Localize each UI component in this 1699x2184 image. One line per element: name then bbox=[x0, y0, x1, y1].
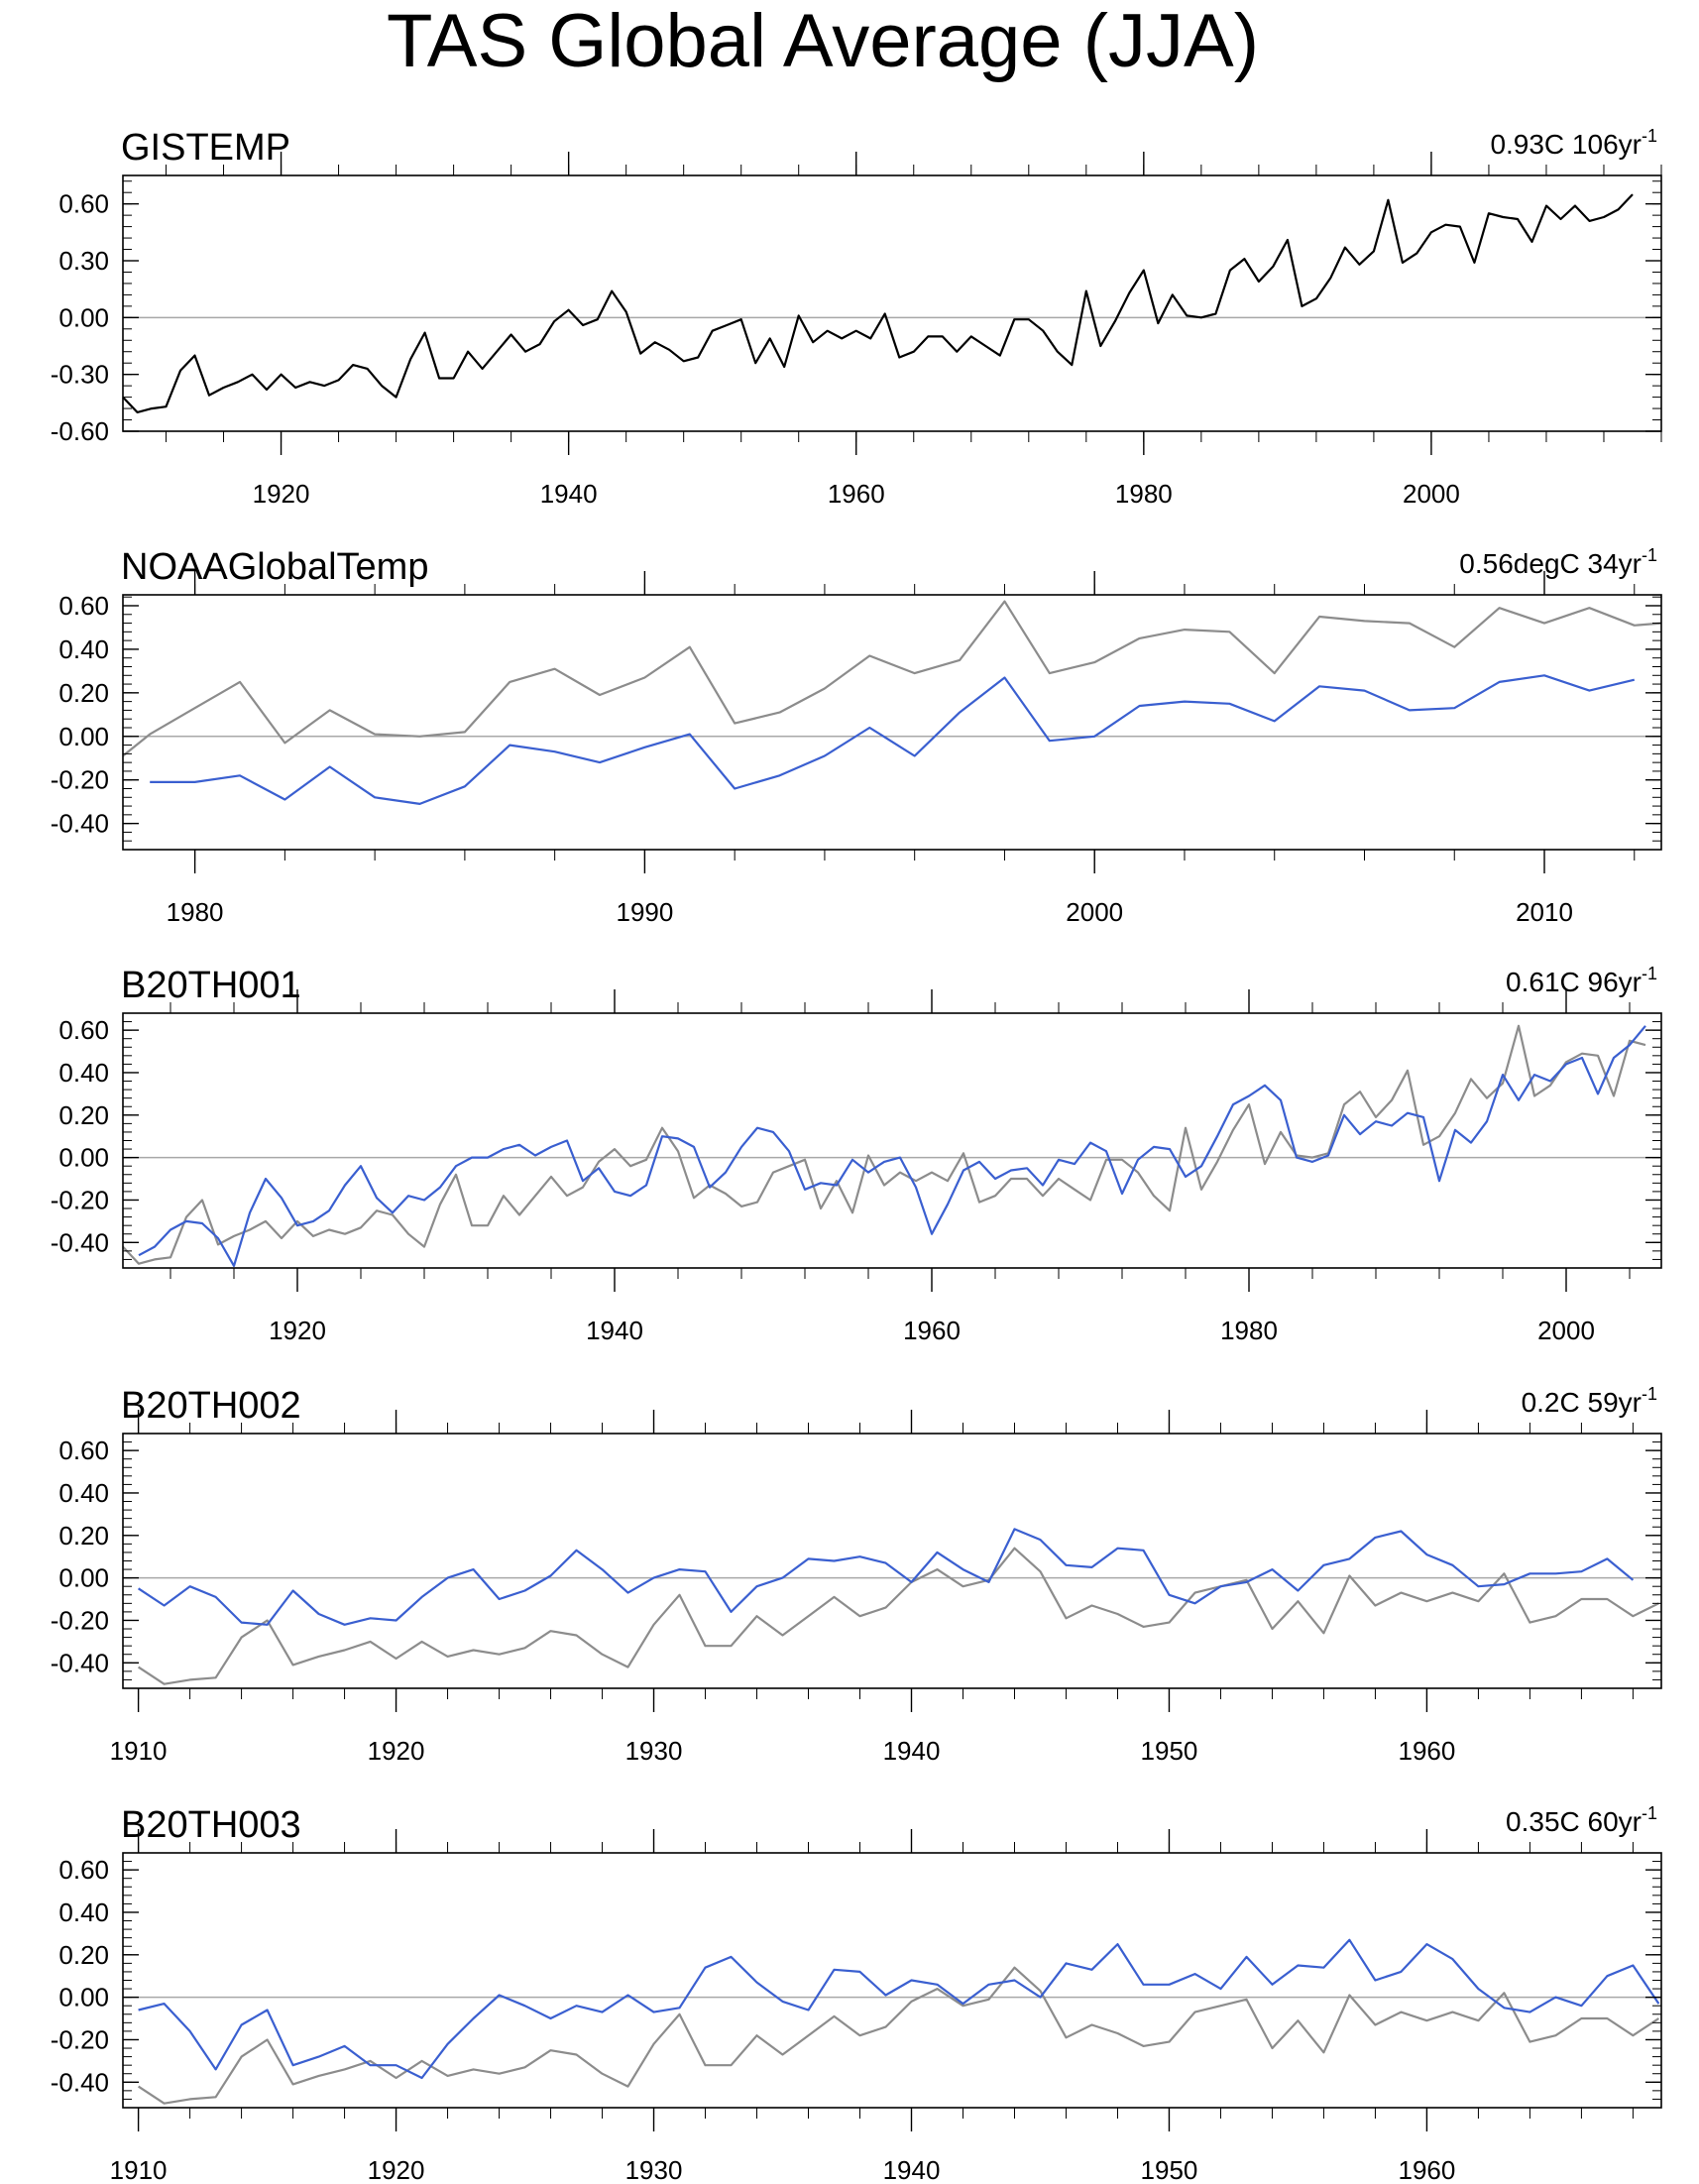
y-tick-label: -0.20 bbox=[51, 1185, 109, 1214]
x-tick-label: 1920 bbox=[269, 1316, 326, 1345]
x-tick-label: 1960 bbox=[1399, 2155, 1456, 2184]
y-tick-label: 0.00 bbox=[58, 722, 109, 751]
x-tick-label: 1950 bbox=[1141, 1736, 1198, 1766]
trend-exponent: -1 bbox=[1642, 545, 1657, 565]
y-tick-label: -0.20 bbox=[51, 1605, 109, 1635]
series-line-reference bbox=[122, 1024, 1646, 1265]
x-tick-label: 1960 bbox=[903, 1316, 961, 1345]
series-line-reference bbox=[122, 600, 1662, 757]
x-tick-label: 1920 bbox=[368, 2155, 425, 2184]
y-tick-label: -0.20 bbox=[51, 2024, 109, 2054]
x-tick-label: 1960 bbox=[828, 479, 885, 509]
x-tick-label: 2010 bbox=[1516, 897, 1573, 927]
x-tick-label: 1980 bbox=[167, 897, 224, 927]
y-tick-label: -0.40 bbox=[51, 1227, 109, 1257]
trend-value: 0.61C 96yr bbox=[1506, 967, 1642, 997]
x-tick-label: 1980 bbox=[1115, 479, 1173, 509]
y-tick-label: 0.60 bbox=[58, 591, 109, 621]
trend-value: 0.56degC 34yr bbox=[1459, 548, 1642, 579]
y-tick-label: 0.60 bbox=[58, 1015, 109, 1045]
x-tick-label: 1930 bbox=[625, 2155, 683, 2184]
x-tick-label: 1910 bbox=[110, 2155, 168, 2184]
y-tick-label: 0.30 bbox=[58, 246, 109, 276]
trend-value: 0.35C 60yr bbox=[1506, 1806, 1642, 1837]
panel-b20th002: B20TH002 0.2C 59yr-1 -0.40 -0.20 0.00 0.20 0.4… bbox=[51, 1384, 1662, 1766]
figure-title: TAS Global Average (JJA) bbox=[386, 0, 1259, 83]
y-tick-label: -0.30 bbox=[51, 360, 109, 390]
series-line-reference bbox=[137, 1966, 1660, 2105]
x-tick-label: 1920 bbox=[253, 479, 310, 509]
panel-b20th003: B20TH003 0.35C 60yr-1 -0.40 -0.20 0.00 0.20 0.… bbox=[51, 1803, 1662, 2184]
y-tick-label: 0.60 bbox=[58, 1436, 109, 1465]
y-tick-label: 0.20 bbox=[58, 1940, 109, 1970]
y-tick-label: -0.60 bbox=[51, 416, 109, 446]
y-tick-label: 0.00 bbox=[58, 302, 109, 332]
y-tick-label: 0.40 bbox=[58, 1897, 109, 1927]
series-line-reference bbox=[137, 1547, 1659, 1685]
y-tick-label: 0.40 bbox=[58, 634, 109, 664]
x-tick-label: 1960 bbox=[1399, 1736, 1456, 1766]
series-line-gistemp bbox=[122, 193, 1634, 413]
y-tick-label: 0.40 bbox=[58, 1478, 109, 1508]
plot-frame bbox=[122, 594, 1662, 851]
y-tick-label: -0.40 bbox=[51, 1648, 109, 1677]
x-tick-label: 1920 bbox=[368, 1736, 425, 1766]
series-line-noaaglobaltemp bbox=[150, 674, 1636, 806]
trend-exponent: -1 bbox=[1642, 964, 1657, 983]
y-tick-label: -0.40 bbox=[51, 809, 109, 839]
panel-b20th001: B20TH001 0.61C 96yr-1 -0.40 -0.20 0.00 0.20 0.… bbox=[51, 964, 1662, 1345]
panel-title: B20TH003 bbox=[121, 1804, 301, 1846]
trend-value: 0.2C 59yr bbox=[1522, 1387, 1642, 1418]
plot-frame bbox=[122, 174, 1662, 432]
trend-exponent: -1 bbox=[1642, 1803, 1657, 1823]
y-tick-label: 0.20 bbox=[58, 1100, 109, 1130]
x-tick-label: 1910 bbox=[110, 1736, 168, 1766]
series-line-b20th002 bbox=[137, 1528, 1635, 1626]
trend-label: 0.61C 96yr-1 bbox=[1506, 964, 1657, 997]
panel-title: B20TH001 bbox=[121, 965, 301, 1006]
y-tick-label: 0.20 bbox=[58, 1521, 109, 1551]
y-tick-label: 0.00 bbox=[58, 1143, 109, 1173]
x-tick-label: 2000 bbox=[1403, 479, 1460, 509]
panel-title: B20TH002 bbox=[121, 1385, 301, 1427]
x-tick-label: 1980 bbox=[1220, 1316, 1278, 1345]
trend-label: 0.93C 106yr-1 bbox=[1490, 126, 1657, 160]
series-line-b20th001 bbox=[138, 1025, 1646, 1268]
trend-exponent: -1 bbox=[1642, 1384, 1657, 1404]
x-tick-label: 2000 bbox=[1537, 1316, 1595, 1345]
x-tick-label: 1940 bbox=[883, 1736, 941, 1766]
x-tick-label: 1940 bbox=[540, 479, 598, 509]
trend-value: 0.93C 106yr bbox=[1490, 129, 1642, 160]
panel-title: GISTEMP bbox=[121, 127, 290, 169]
series-line-b20th003 bbox=[138, 1938, 1660, 2080]
x-tick-label: 1950 bbox=[1141, 2155, 1198, 2184]
panel-gistemp: GISTEMP 0.93C 106yr-1 -0.60 -0.30 0.00 0.30 0.… bbox=[51, 126, 1662, 509]
panel-title: NOAAGlobalTemp bbox=[121, 546, 428, 588]
y-tick-label: 0.00 bbox=[58, 1563, 109, 1593]
plot-frame bbox=[122, 1433, 1662, 1689]
trend-exponent: -1 bbox=[1642, 126, 1657, 146]
y-tick-label: -0.20 bbox=[51, 765, 109, 795]
y-tick-label: 0.60 bbox=[58, 1855, 109, 1885]
plot-frame bbox=[122, 1852, 1662, 2109]
trend-label: 0.2C 59yr-1 bbox=[1522, 1384, 1657, 1418]
x-tick-label: 1990 bbox=[616, 897, 673, 927]
y-tick-label: -0.40 bbox=[51, 2067, 109, 2097]
y-tick-label: 0.20 bbox=[58, 678, 109, 708]
y-tick-label: 0.40 bbox=[58, 1058, 109, 1088]
trend-label: 0.35C 60yr-1 bbox=[1506, 1803, 1657, 1837]
panel-noaaglobaltemp: NOAAGlobalTemp 0.56degC 34yr-1 -0.40 -0.20 0… bbox=[51, 545, 1662, 927]
y-tick-label: 0.60 bbox=[58, 189, 109, 219]
x-tick-label: 1940 bbox=[883, 2155, 941, 2184]
x-tick-label: 2000 bbox=[1066, 897, 1123, 927]
x-tick-label: 1940 bbox=[586, 1316, 643, 1345]
x-tick-label: 1930 bbox=[625, 1736, 683, 1766]
y-tick-label: 0.00 bbox=[58, 1983, 109, 2012]
trend-label: 0.56degC 34yr-1 bbox=[1459, 545, 1657, 579]
